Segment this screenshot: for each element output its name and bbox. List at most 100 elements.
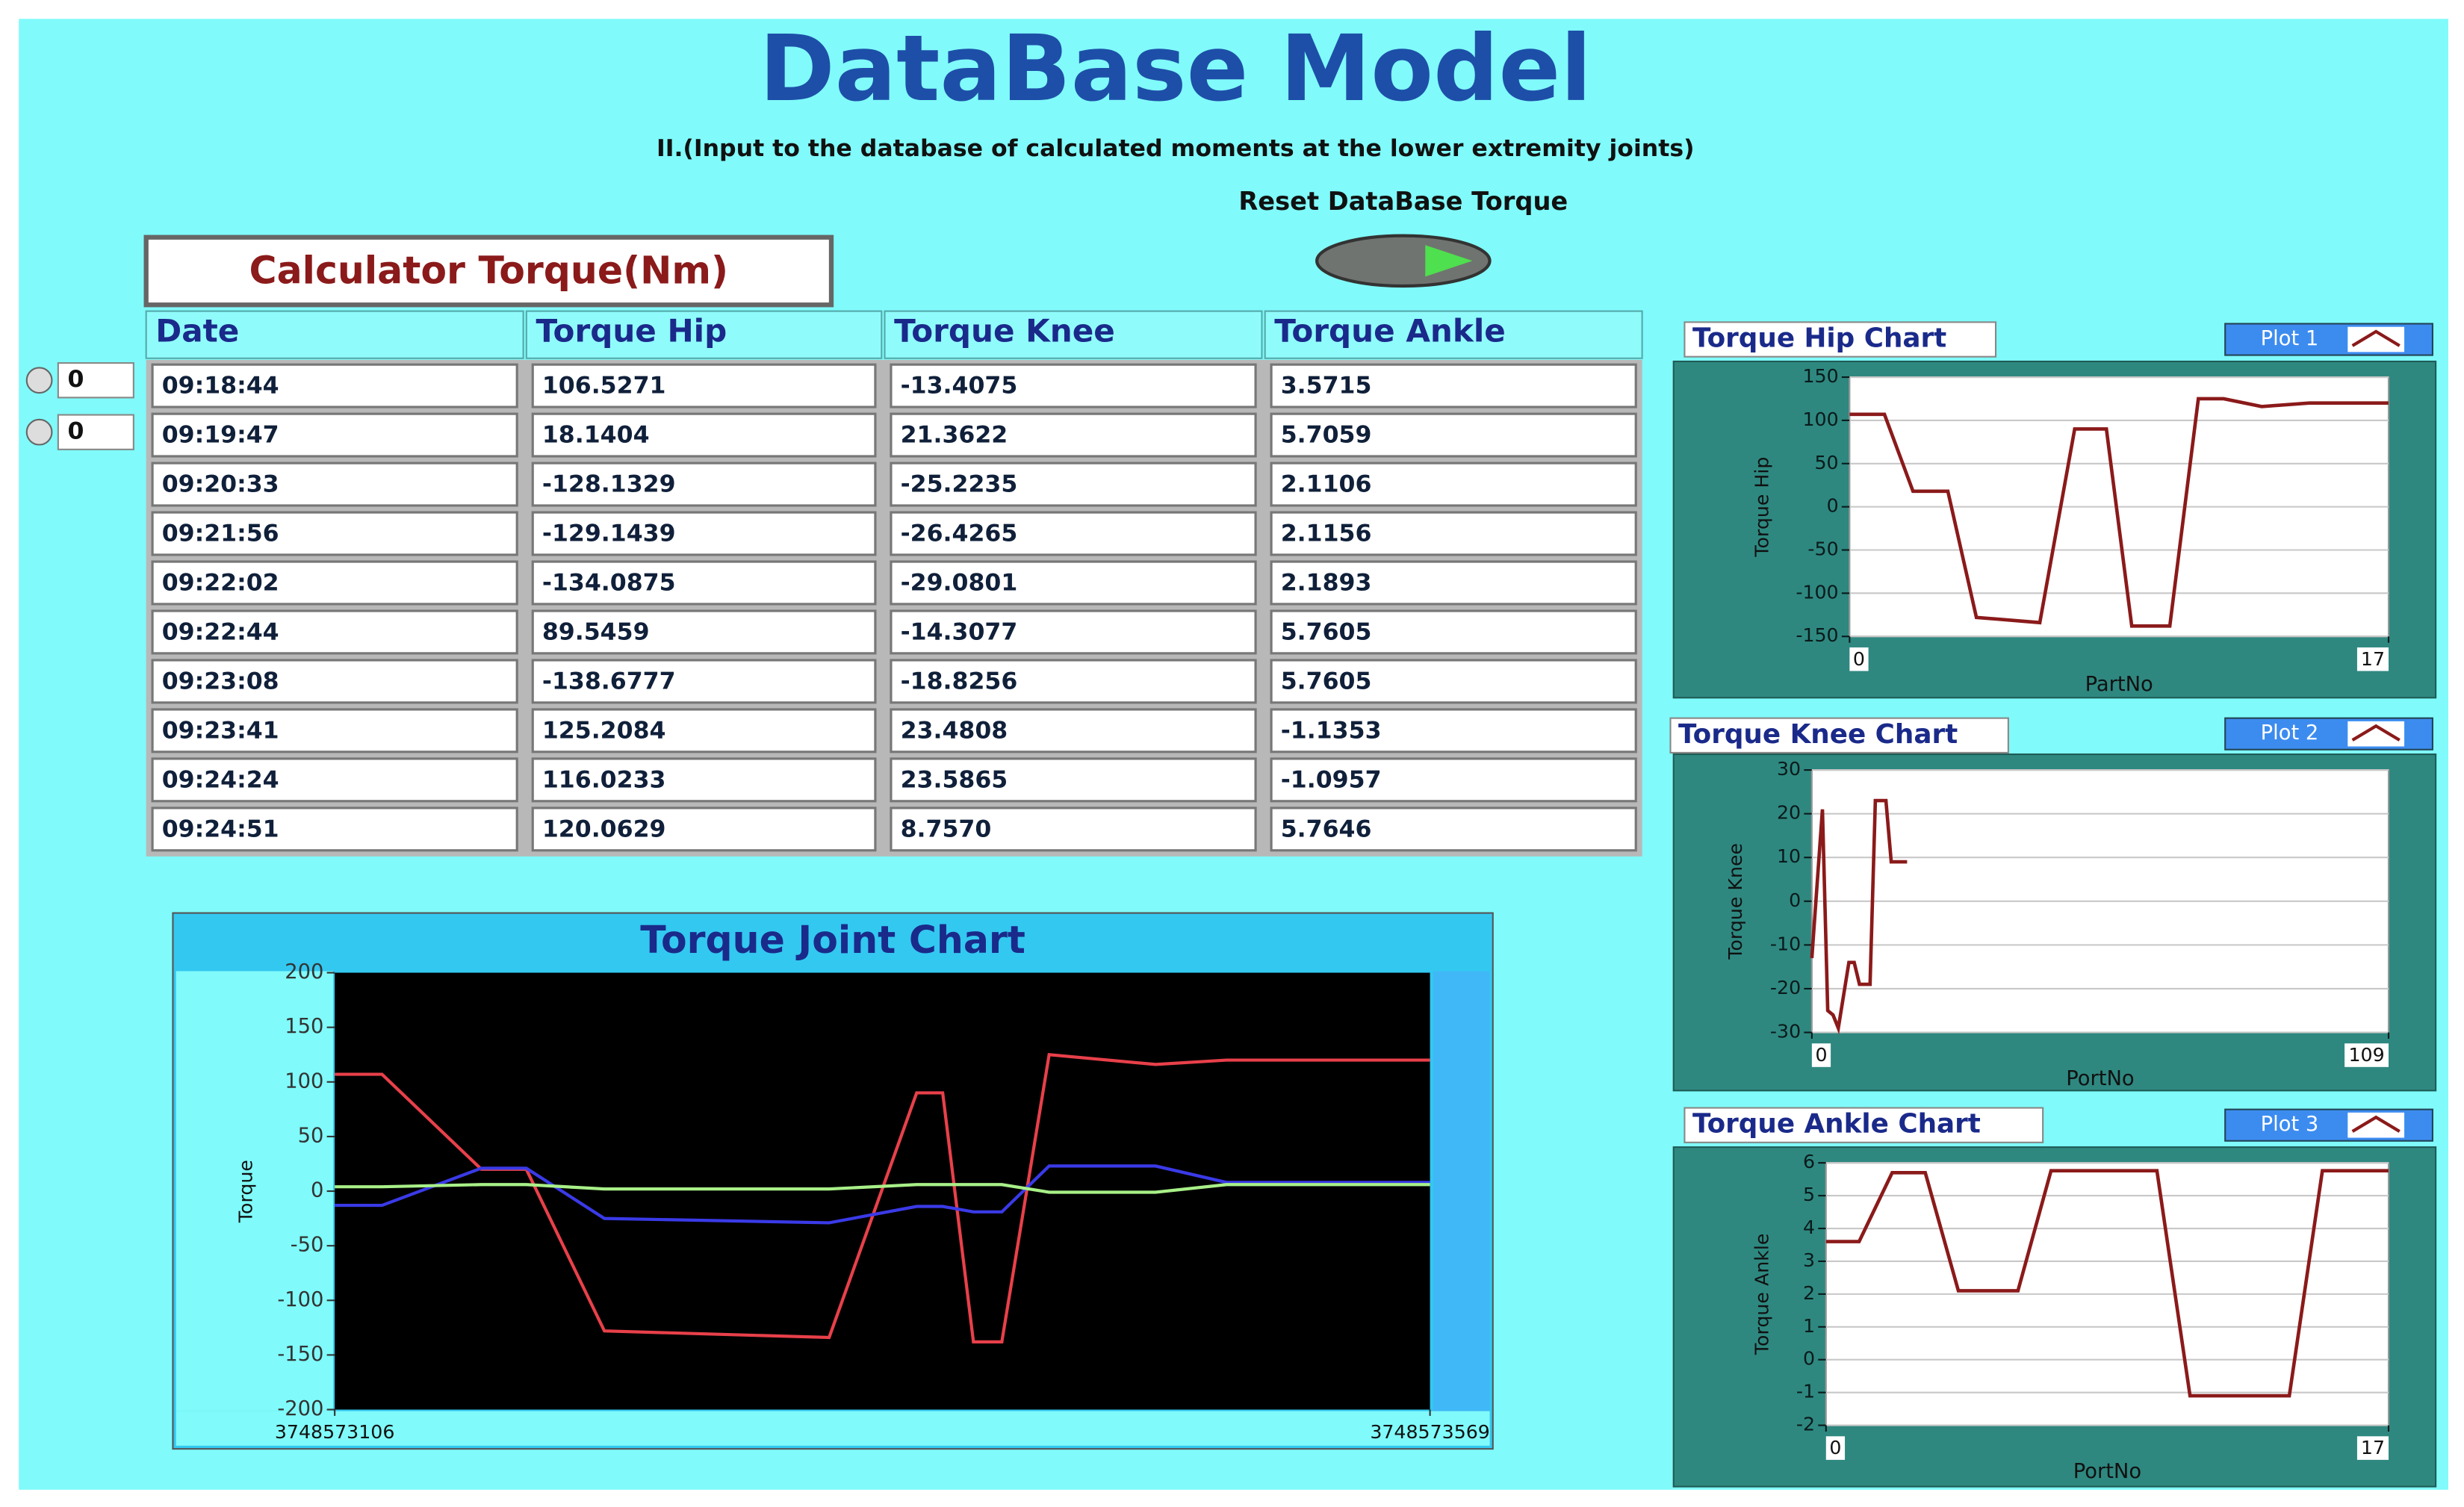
index-box[interactable] — [57, 362, 134, 399]
x-tick-box — [1811, 1043, 1831, 1067]
cell — [151, 511, 518, 556]
cell-text: 21.3622 — [901, 422, 1008, 449]
x-tick-label: 3748573569 — [1370, 1421, 1490, 1443]
cell — [151, 412, 518, 458]
column-header: Torque Knee — [894, 313, 1115, 349]
x-tick-box — [2356, 1436, 2389, 1460]
column-header: Torque Ankle — [1274, 313, 1505, 349]
cell — [890, 462, 1257, 507]
y-tick-label: 100 — [1802, 408, 1838, 430]
cell — [1270, 807, 1637, 852]
x-tick-label: 0 — [1815, 1044, 1827, 1066]
header-cell — [145, 310, 524, 359]
index-box[interactable] — [57, 414, 134, 450]
cell — [1270, 363, 1637, 408]
y-tick-label: 4 — [1803, 1217, 1815, 1238]
series-line — [1825, 1169, 2389, 1398]
cell-text: 09:22:44 — [162, 618, 279, 645]
header-cell — [884, 310, 1263, 359]
cell — [531, 807, 877, 852]
y-tick-label: 1 — [1803, 1315, 1815, 1337]
cell-text: -1.0957 — [1281, 766, 1382, 793]
joint-chart-left-band — [176, 971, 334, 1411]
cell-text: 5.7059 — [1281, 422, 1372, 449]
cell — [531, 363, 877, 408]
joint-chart-right-band — [1433, 971, 1490, 1411]
y-axis-label: Torque Knee — [1725, 843, 1746, 960]
reset-button-body[interactable] — [1315, 234, 1492, 288]
chart-title-box — [1669, 717, 2009, 754]
y-tick-label: 0 — [311, 1179, 323, 1202]
legend-swatch — [2351, 329, 2401, 347]
x-axis-label: PortNo — [2073, 1460, 2141, 1483]
x-tick-label: 109 — [2348, 1044, 2384, 1066]
cell-text: 09:22:02 — [162, 570, 279, 597]
cell — [531, 462, 877, 507]
cell-text: 23.4808 — [901, 717, 1008, 744]
y-axis-label: Torque — [235, 1160, 256, 1223]
series-line — [1810, 798, 1908, 1035]
cell — [151, 807, 518, 852]
cell — [890, 807, 1257, 852]
column-header: Torque Hip — [536, 313, 727, 349]
cell-text: 2.1893 — [1281, 570, 1372, 597]
cell-text: -134.0875 — [542, 570, 676, 597]
cell — [1270, 659, 1637, 704]
x-tick-label: 17 — [2361, 1437, 2385, 1458]
cell-text: 09:23:41 — [162, 717, 279, 744]
chart-title-box — [1683, 321, 1997, 358]
cell — [890, 659, 1257, 704]
legend-label: Plot 3 — [2261, 1113, 2319, 1136]
joint-chart-bottom-band — [176, 1411, 1490, 1446]
x-tick-label: 0 — [1829, 1437, 1841, 1458]
legend-label: Plot 1 — [2261, 327, 2319, 350]
cell — [890, 609, 1257, 655]
cell-text: 09:24:51 — [162, 815, 279, 842]
table-title-box — [143, 234, 834, 308]
cell-text: -138.6777 — [542, 668, 676, 695]
y-tick-label: 0 — [1827, 495, 1839, 517]
reset-button-light — [1425, 245, 1473, 277]
y-tick-label: -1 — [1796, 1381, 1815, 1402]
y-tick-label: -2 — [1796, 1414, 1815, 1435]
cell — [531, 511, 877, 556]
legend-swatch — [2351, 1115, 2401, 1133]
cell — [531, 757, 877, 803]
x-tick-box — [1825, 1436, 1846, 1460]
x-tick-label: 0 — [1853, 648, 1865, 670]
cell-text: 2.1106 — [1281, 471, 1372, 498]
spinner[interactable] — [25, 367, 53, 394]
cell-text: -13.4075 — [901, 373, 1018, 400]
x-tick-label: 17 — [2361, 648, 2385, 670]
cell — [531, 609, 877, 655]
legend-swatch — [2351, 724, 2401, 742]
cell — [531, 659, 877, 704]
reset-button[interactable] — [1315, 234, 1492, 288]
cell — [890, 511, 1257, 556]
cell-text: 18.1404 — [542, 422, 650, 449]
y-tick-label: 2 — [1803, 1282, 1815, 1304]
y-tick-label: 20 — [1777, 802, 1801, 824]
cell — [1270, 462, 1637, 507]
cell — [1270, 560, 1637, 606]
y-tick-label: -100 — [277, 1288, 323, 1311]
cell — [151, 560, 518, 606]
cell — [1270, 757, 1637, 803]
reset-label: Reset DataBase Torque — [1238, 187, 1568, 216]
cell-text: -129.1439 — [542, 521, 676, 547]
cell-text: -18.8256 — [901, 668, 1018, 695]
cell-text: 106.5271 — [542, 373, 666, 400]
cell — [531, 412, 877, 458]
y-tick-label: 5 — [1803, 1184, 1815, 1205]
index-value: 0 — [67, 366, 84, 393]
cell — [890, 412, 1257, 458]
chart-title: Torque Hip Chart — [1692, 323, 1946, 354]
y-tick-label: -100 — [1796, 581, 1838, 603]
spinner[interactable] — [25, 418, 53, 446]
y-tick-label: -50 — [1807, 538, 1838, 559]
page-subtitle: II.(Input to the database of calculated … — [657, 135, 1695, 162]
y-tick-label: 50 — [1815, 452, 1839, 473]
x-tick-box — [1849, 647, 1869, 671]
cell-text: 5.7605 — [1281, 668, 1372, 695]
